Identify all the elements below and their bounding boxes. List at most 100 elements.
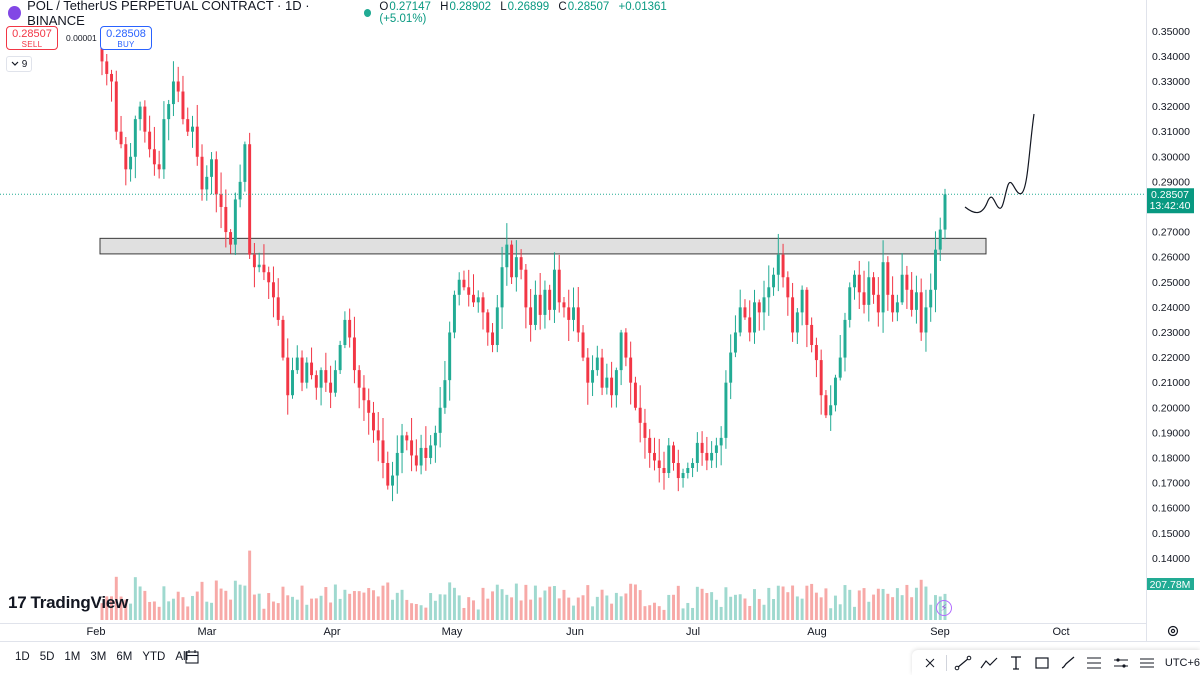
time-tick-label: Aug (807, 626, 827, 638)
volume-bar (905, 584, 909, 620)
candle-body (938, 229, 942, 250)
volume-bar (791, 585, 795, 620)
brush-tool-icon[interactable] (1058, 654, 1078, 672)
volume-bar (314, 598, 318, 620)
volume-bar (567, 597, 571, 620)
volume-bar (762, 604, 766, 620)
timezone-label[interactable]: UTC+6 (1164, 656, 1200, 669)
rectangle-tool-icon[interactable] (1032, 654, 1052, 672)
gear-icon[interactable] (1166, 624, 1180, 638)
volume-bar (910, 597, 914, 620)
volume-bar (124, 599, 128, 620)
candle-body (657, 460, 661, 469)
cursor-icon[interactable] (920, 654, 940, 672)
range-5d[interactable]: 5D (39, 651, 55, 663)
time-tick-label: Jul (686, 626, 700, 638)
volume-bar (505, 594, 509, 620)
candle-body (462, 279, 466, 288)
volume-bar (472, 600, 475, 620)
volume-bar (410, 603, 414, 620)
measure-tool-icon[interactable] (1110, 654, 1130, 672)
candle-body (238, 181, 242, 200)
lightning-icon[interactable]: ⚡ (936, 600, 952, 616)
price-tick-label: 0.20000 (1152, 402, 1190, 414)
sell-button[interactable]: 0.28507 SELL (6, 26, 58, 50)
volume-bar (710, 592, 714, 620)
candle-body (943, 194, 947, 230)
path-tool-icon[interactable] (979, 654, 999, 672)
range-3m[interactable]: 3M (90, 651, 107, 663)
volume-bar (238, 584, 242, 620)
volume-bar (657, 606, 661, 620)
volume-bar (772, 599, 776, 620)
volume-bars (100, 550, 947, 620)
list-tool-icon[interactable] (1137, 654, 1157, 672)
volume-bar (105, 596, 109, 620)
price-axis[interactable]: 0.35000 0.34000 0.33000 0.32000 0.31000 0.300… (1152, 26, 1190, 590)
candle-body (614, 370, 618, 396)
volume-bar (129, 603, 133, 620)
volume-bar (743, 598, 747, 620)
candle-body (719, 437, 723, 446)
volume-bar (529, 599, 533, 620)
current-price-label: 0.28507 (1151, 189, 1189, 201)
volume-bar (562, 589, 566, 620)
range-ytd[interactable]: YTD (142, 651, 166, 663)
time-tick-label: Jun (566, 626, 584, 638)
time-axis[interactable]: Feb Mar Apr May Jun Jul Aug Sep Oct (87, 626, 1070, 638)
volume-bar (400, 589, 404, 620)
candle-body (738, 307, 742, 333)
text-tool-icon[interactable] (1006, 654, 1026, 672)
volume-bar (872, 594, 876, 620)
tradingview-logo[interactable]: 17 TradingView (8, 593, 128, 613)
volume-bar (748, 605, 752, 620)
candle-body (410, 440, 414, 456)
candle-body (776, 254, 780, 275)
volume-bar (695, 586, 699, 620)
candle-body (876, 294, 880, 313)
volume-bar (491, 591, 495, 620)
volume-bar (619, 596, 623, 620)
trend-line-icon[interactable] (953, 654, 973, 672)
volume-bar (724, 587, 728, 620)
candle-body (110, 73, 114, 82)
range-6m[interactable]: 6M (116, 651, 133, 663)
indicators-collapse-button[interactable]: 9 (6, 56, 32, 72)
candle-body (219, 194, 223, 207)
price-tick-label: 0.34000 (1152, 51, 1190, 63)
range-1m[interactable]: 1M (64, 651, 81, 663)
candle-body (514, 257, 518, 278)
candle-body (248, 144, 252, 255)
volume-bar (638, 590, 642, 620)
volume-bar (600, 589, 604, 620)
candle-body (505, 244, 509, 268)
candle-body (419, 447, 423, 466)
candle-body (848, 287, 852, 320)
volume-bar (319, 595, 323, 620)
candle-body (567, 307, 571, 320)
range-1d[interactable]: 1D (15, 651, 30, 663)
volume-bar (476, 609, 480, 620)
candle-body (733, 332, 737, 353)
candle-body (362, 387, 366, 401)
symbol-title[interactable]: POL / TetherUS PERPETUAL CONTRACT · 1D ·… (27, 0, 310, 28)
volume-bar (733, 594, 737, 620)
volume-bar (157, 606, 161, 620)
buy-button[interactable]: 0.28508 BUY (100, 26, 152, 50)
volume-bar (753, 589, 756, 620)
close-label: C (558, 1, 567, 13)
candle-body (310, 362, 314, 376)
candle-body (681, 473, 685, 479)
time-tick-label: May (442, 626, 463, 638)
change-value: +0.01361 (+5.01%) (379, 1, 667, 25)
candle-body (586, 357, 590, 383)
volume-bar (862, 588, 866, 620)
candle-body (853, 274, 856, 288)
support-zone-rectangle[interactable] (99, 237, 987, 255)
projection-brush-path[interactable] (964, 113, 1035, 214)
fib-tool-icon[interactable] (1084, 654, 1104, 672)
calendar-range-icon[interactable] (184, 649, 200, 665)
range-all[interactable]: All (175, 651, 189, 663)
volume-bar (572, 605, 575, 620)
